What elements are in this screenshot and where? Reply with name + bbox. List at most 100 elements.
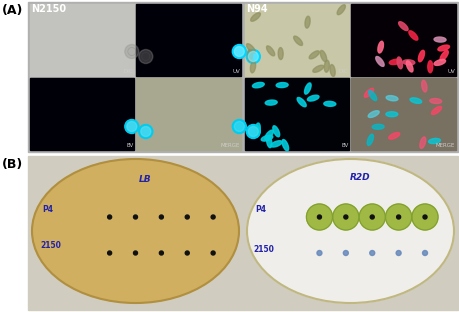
Circle shape [246,124,260,139]
Ellipse shape [398,22,407,31]
Circle shape [139,124,152,139]
Text: UV: UV [446,69,454,74]
Text: (B): (B) [2,158,23,171]
Text: DIC: DIC [123,69,133,74]
Text: BV: BV [341,143,348,148]
Ellipse shape [266,46,274,56]
Circle shape [159,215,163,219]
Circle shape [332,204,358,230]
Circle shape [234,46,244,56]
Text: 2150: 2150 [252,245,273,253]
Ellipse shape [377,41,383,53]
Text: N94: N94 [246,4,267,14]
Circle shape [248,126,258,136]
Circle shape [396,215,400,219]
Ellipse shape [437,45,448,51]
Bar [28,156,457,310]
Ellipse shape [307,95,319,101]
Ellipse shape [402,60,414,65]
Circle shape [107,215,112,219]
Text: P4: P4 [254,204,265,213]
Text: MERGE: MERGE [220,143,240,148]
Circle shape [211,215,215,219]
Ellipse shape [266,136,271,148]
Text: R2D: R2D [349,173,370,182]
Ellipse shape [275,83,287,88]
Ellipse shape [312,65,323,72]
Ellipse shape [308,51,319,59]
Circle shape [358,204,384,230]
Circle shape [133,251,137,255]
Ellipse shape [264,130,273,140]
Ellipse shape [396,57,402,69]
Ellipse shape [421,80,426,92]
Ellipse shape [385,112,397,117]
Ellipse shape [304,83,310,94]
Ellipse shape [418,50,424,62]
Ellipse shape [319,51,326,62]
Bar [136,78,241,150]
Text: P4: P4 [42,204,53,213]
Ellipse shape [405,61,412,72]
Circle shape [385,204,411,230]
Ellipse shape [247,50,252,61]
Circle shape [246,50,260,64]
Ellipse shape [433,37,445,42]
Circle shape [422,215,426,219]
Ellipse shape [439,51,448,61]
Text: MERGE: MERGE [435,143,454,148]
Circle shape [369,251,374,256]
Ellipse shape [250,61,255,73]
Circle shape [185,215,189,219]
Bar [28,2,457,152]
Circle shape [133,215,137,219]
Circle shape [185,251,189,255]
Circle shape [234,121,244,131]
Circle shape [411,204,437,230]
Ellipse shape [304,16,309,28]
Circle shape [124,119,139,134]
Circle shape [422,251,426,256]
Text: BV: BV [126,143,133,148]
Ellipse shape [367,111,378,118]
Circle shape [343,215,347,219]
Ellipse shape [297,97,306,107]
Ellipse shape [366,134,373,145]
Ellipse shape [371,124,383,129]
Text: DIC: DIC [338,69,348,74]
Ellipse shape [270,141,281,147]
Circle shape [127,121,136,131]
Text: UV: UV [232,69,240,74]
Bar [245,78,349,150]
Circle shape [369,215,374,219]
Ellipse shape [32,159,239,303]
Ellipse shape [281,139,288,151]
Ellipse shape [375,56,383,66]
Circle shape [232,119,246,134]
Ellipse shape [265,100,277,105]
Ellipse shape [261,135,272,141]
Bar [30,4,134,76]
Ellipse shape [293,36,302,46]
Ellipse shape [409,98,421,103]
Ellipse shape [323,101,335,106]
Circle shape [107,251,112,255]
Circle shape [159,251,163,255]
Bar [351,78,455,150]
Bar [245,4,349,76]
Circle shape [140,126,151,136]
Ellipse shape [329,65,335,76]
Ellipse shape [272,126,279,137]
Ellipse shape [278,47,283,60]
Ellipse shape [427,61,432,73]
Ellipse shape [246,44,255,53]
Circle shape [211,251,215,255]
Circle shape [342,251,347,256]
Ellipse shape [433,59,445,66]
Ellipse shape [368,90,376,100]
Ellipse shape [336,5,345,15]
Circle shape [232,45,246,59]
Ellipse shape [250,13,260,21]
Ellipse shape [364,88,373,97]
Ellipse shape [255,123,260,135]
